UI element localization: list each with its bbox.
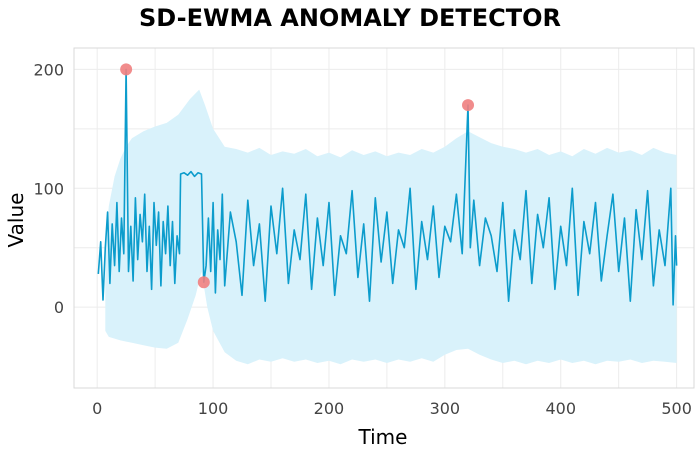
anomaly-markers	[120, 63, 475, 289]
y-tick-label: 100	[33, 179, 64, 198]
x-tick-label: 500	[661, 399, 692, 418]
chart-title: SD-EWMA ANOMALY DETECTOR	[139, 4, 561, 32]
series-line-path	[97, 68, 678, 306]
anomaly-point	[120, 63, 133, 76]
anomaly-point	[197, 276, 210, 289]
band-area	[105, 89, 677, 365]
x-axis-title: Time	[358, 425, 408, 449]
confidence-band	[105, 89, 677, 365]
plot-panel-border	[73, 47, 695, 389]
x-tick-label: 300	[430, 399, 461, 418]
anomaly-point	[462, 99, 475, 112]
x-tick-label: 200	[314, 399, 345, 418]
x-tick-label: 100	[198, 399, 229, 418]
tick-labels: 0 100 200 300 400 500 0 100 200	[33, 60, 691, 418]
y-tick-label: 200	[33, 60, 64, 79]
x-tick-label: 400	[545, 399, 576, 418]
y-tick-label: 0	[54, 298, 64, 317]
x-tick-label: 0	[92, 399, 102, 418]
y-axis-title: Value	[4, 193, 28, 248]
series-line	[97, 68, 678, 306]
